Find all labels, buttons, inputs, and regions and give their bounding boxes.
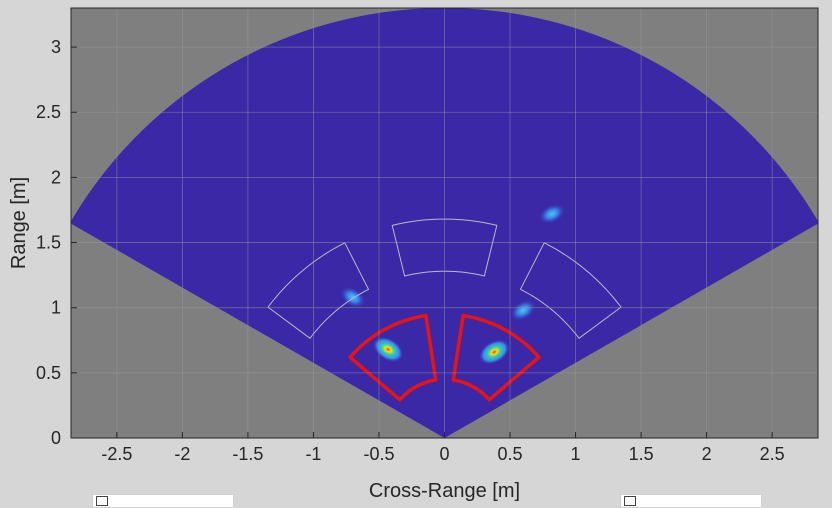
y-tick-label: 2 (51, 167, 61, 187)
y-tick-label: 0.5 (36, 363, 61, 383)
x-tick-label: -2.5 (101, 444, 132, 464)
x-tick-label: -1 (305, 444, 321, 464)
y-tick-label: 0 (51, 428, 61, 448)
hotspot (478, 339, 511, 365)
legend-right (620, 494, 762, 508)
zone-inactive (519, 242, 622, 339)
x-tick-label: 1 (571, 444, 581, 464)
x-tick-label: -1.5 (232, 444, 263, 464)
plot-area (71, 8, 818, 438)
y-tick-label: 1.5 (36, 233, 61, 253)
hotspot (538, 203, 566, 225)
y-tick-label: 2.5 (36, 102, 61, 122)
hotspot (509, 299, 537, 322)
x-tick-label: 0 (439, 444, 449, 464)
y-tick-label: 3 (51, 37, 61, 57)
y-tick-label: 1 (51, 298, 61, 318)
x-tick-label: 0.5 (498, 444, 523, 464)
zone-inactive (267, 242, 370, 339)
x-axis-label: Cross-Range [m] (369, 480, 520, 502)
x-tick-label: 1.5 (629, 444, 654, 464)
x-tick-label: 2 (702, 444, 712, 464)
legend-left-box[interactable] (96, 496, 108, 506)
x-tick-label: 2.5 (760, 444, 785, 464)
legend-right-box[interactable] (624, 496, 636, 506)
legend-left (92, 494, 234, 508)
hotspot (372, 336, 404, 363)
x-tick-label: -2 (174, 444, 190, 464)
x-tick-label: -0.5 (363, 444, 394, 464)
zone-active (348, 313, 438, 402)
zone-inactive (391, 218, 498, 277)
zone-active (451, 313, 541, 402)
y-axis-label: Range [m] (8, 177, 30, 269)
